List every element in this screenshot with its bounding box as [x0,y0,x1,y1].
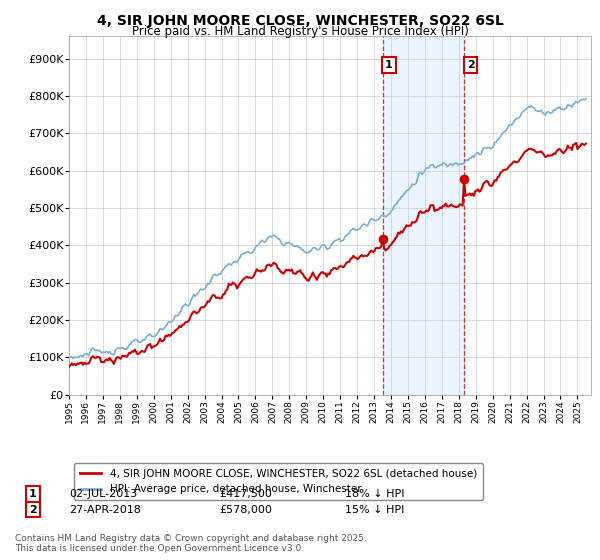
Text: 1: 1 [29,489,37,499]
Text: 15% ↓ HPI: 15% ↓ HPI [345,505,404,515]
Legend: 4, SIR JOHN MOORE CLOSE, WINCHESTER, SO22 6SL (detached house), HPI: Average pri: 4, SIR JOHN MOORE CLOSE, WINCHESTER, SO2… [74,463,483,501]
Text: 02-JUL-2013: 02-JUL-2013 [69,489,137,499]
Text: Price paid vs. HM Land Registry's House Price Index (HPI): Price paid vs. HM Land Registry's House … [131,25,469,38]
Text: 18% ↓ HPI: 18% ↓ HPI [345,489,404,499]
Text: 2: 2 [29,505,37,515]
Text: £578,000: £578,000 [219,505,272,515]
Text: 27-APR-2018: 27-APR-2018 [69,505,141,515]
Text: 4, SIR JOHN MOORE CLOSE, WINCHESTER, SO22 6SL: 4, SIR JOHN MOORE CLOSE, WINCHESTER, SO2… [97,14,503,28]
Text: 2: 2 [467,60,475,70]
Text: £417,500: £417,500 [219,489,272,499]
Text: 1: 1 [385,60,393,70]
Text: Contains HM Land Registry data © Crown copyright and database right 2025.
This d: Contains HM Land Registry data © Crown c… [15,534,367,553]
